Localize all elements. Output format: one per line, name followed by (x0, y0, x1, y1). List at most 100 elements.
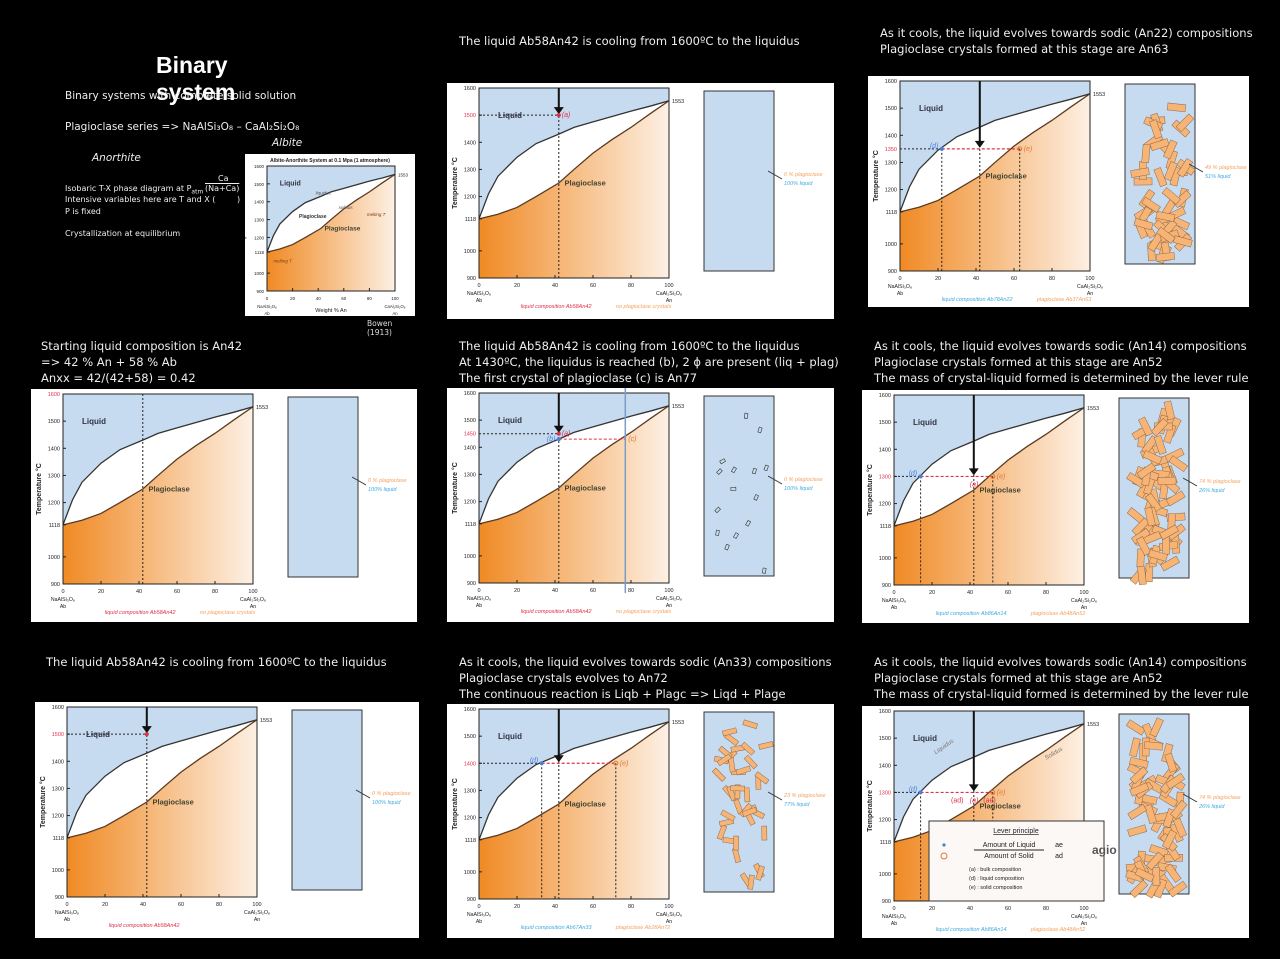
solidus-label: solidus (339, 205, 354, 210)
y-tick-label: 1000 (52, 868, 64, 874)
y-tick-label: 1600 (464, 391, 476, 397)
liquid-composition-note: liquid composition Ab86An14 (936, 611, 1007, 617)
crystal-box (703, 90, 775, 272)
crystal (1143, 741, 1164, 751)
y-tick-label: 900 (882, 899, 891, 905)
y-tick-label: 1200 (52, 814, 64, 820)
slide-caption-line: Anxx = 42/(42+58) = 0.42 (41, 371, 196, 385)
crystal (735, 765, 752, 776)
plagioclase-note: plagioclase Ab37An63 (1036, 297, 1092, 303)
crystal (753, 494, 759, 501)
region-liquid-label: Liquid (498, 416, 522, 425)
y-axis-label: Temperature °C (39, 776, 47, 828)
solid-point (1017, 146, 1023, 152)
x-axis-left-name: Ab (891, 605, 897, 611)
phase-diagram-frame: 1600 1500 1400 1300 1200 1118 1000 900 0 20 40 60 80… (35, 702, 419, 938)
callout-line (355, 789, 371, 799)
two-phase-field (894, 407, 1084, 526)
label-a: (a) (970, 481, 979, 488)
y-tick-label: 900 (467, 276, 476, 282)
phase-diagram-frame: 1600 1500 1400 1300 1200 1118 1000 900 0 20 40 60 80… (862, 706, 1249, 938)
x-axis-left-formula: NaAlSi₃O₈ (467, 596, 491, 602)
x-axis-left-name: Ab (264, 311, 270, 316)
crystal (1172, 817, 1187, 838)
y-tick-label: 1000 (254, 271, 265, 276)
plot-frame (893, 394, 1085, 586)
slide-caption-line: => 42 % An + 58 % Ab (41, 355, 177, 369)
x-tick-label: 40 (552, 283, 558, 289)
two-phase-field (67, 719, 257, 838)
plot-frame (478, 392, 670, 584)
slide-caption-line: As it cools, the liquid evolves towards … (880, 26, 1253, 40)
crystal (730, 486, 737, 491)
slide-caption-line: The liquid Ab58An42 is cooling from 1600… (459, 34, 800, 48)
x-tick-label: 20 (98, 589, 104, 595)
ratio-numerator: ae (1055, 842, 1063, 849)
label-d: (d) (909, 786, 918, 793)
lever-item: (e) : solid composition (969, 885, 1023, 891)
label-e: (e) (997, 473, 1006, 480)
x-axis-left-formula: NaAlSi₃O₈ (888, 284, 912, 290)
x-axis-right-formula: CaAl₂Si₂O₈ (656, 912, 682, 918)
crystal (741, 806, 758, 818)
x-tick-label: 60 (1005, 590, 1011, 596)
crystal (1135, 536, 1152, 556)
crystal-box (703, 395, 775, 577)
y-tick-label: 1400 (464, 761, 476, 767)
crystal (1145, 851, 1164, 871)
crystal (1149, 119, 1163, 140)
y-tick-label: 1300 (885, 160, 897, 166)
x-tick-label: 20 (514, 283, 520, 289)
x-tick-label: 40 (967, 906, 973, 912)
x-tick-label: 100 (1085, 276, 1094, 282)
plot-frame (66, 706, 258, 898)
liquid-composition-note: liquid composition Ab78An22 (942, 297, 1013, 303)
x-axis-right-name: An (666, 919, 672, 925)
plagioclase-percent: 0 % plagioclase (784, 477, 823, 483)
plot-frame (62, 393, 254, 585)
liquidus-line (478, 721, 670, 841)
x-axis-right-name: An (254, 917, 260, 923)
region-liquid-label: Liquid (913, 734, 937, 743)
crystal (1165, 490, 1186, 507)
crystal (1160, 555, 1180, 572)
x-tick-label: 80 (628, 283, 634, 289)
crystal (1153, 167, 1168, 188)
crystal (1144, 492, 1162, 513)
x-axis-left-formula: NaAlSi₃O₈ (467, 291, 491, 297)
label-c: (c) (628, 436, 636, 443)
region-plagioclase-label: Plagioclase (565, 179, 606, 188)
x-axis-right-name: An (666, 298, 672, 304)
y-axis-label: Temperature °C (245, 206, 247, 251)
melting-anorthite-label: melting T (367, 212, 387, 217)
liquidus-line (62, 406, 254, 526)
x-tick-label: 40 (140, 902, 146, 908)
crystal (1127, 824, 1148, 837)
crystal (1155, 252, 1176, 262)
y-axis-label: Temperature °C (866, 780, 874, 832)
anorthite-melting-point: 1553 (672, 720, 684, 726)
crystal (1131, 517, 1150, 536)
x-tick-label: 80 (212, 589, 218, 595)
crystal (1148, 549, 1168, 562)
crystal (742, 719, 758, 729)
ratio-denominator: ad (1055, 853, 1063, 860)
slide-caption-line: Plagioclase crystals evolves to An72 (459, 671, 668, 685)
anorthite-melting-point: 1553 (672, 99, 684, 105)
crystal (1161, 187, 1181, 205)
x-tick-label: 100 (391, 296, 399, 301)
crystal (1142, 450, 1163, 465)
phase-diagram-frame: 1600 1500 1400 1300 1200 1118 1000 900 0 20 40 60 80… (447, 83, 834, 319)
liq-plag-label: Plagioclase (299, 214, 327, 220)
crystal (1134, 867, 1155, 883)
crystallization-text: Crystallization at equilibrium (65, 229, 181, 238)
crystal (1144, 506, 1156, 527)
region-liquid-label: Liquid (280, 181, 301, 188)
crystal (1156, 226, 1176, 244)
x-axis-left-formula: NaAlSi₃O₈ (882, 914, 906, 920)
slide-caption-line: Plagioclase crystals formed at this stag… (874, 355, 1163, 369)
x-tick-label: 60 (590, 904, 596, 910)
liquidus-line (899, 93, 1091, 213)
